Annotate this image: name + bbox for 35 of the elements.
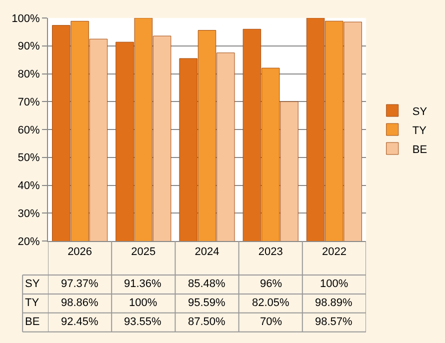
data-label: 100% xyxy=(320,278,348,290)
data-label: 93.55% xyxy=(124,316,162,328)
text: SY xyxy=(25,278,40,290)
data-label: 96% xyxy=(260,278,282,290)
data-label: 91.36% xyxy=(124,278,162,290)
data-label: 98.57% xyxy=(315,316,353,328)
data-label: 98.86% xyxy=(61,297,99,309)
data-label: 98.89% xyxy=(315,297,353,309)
data-label: 97.37% xyxy=(61,278,99,290)
x-tick-label: 2025 xyxy=(131,246,156,258)
data-label: 70% xyxy=(260,316,282,328)
y-tick-label: 80% xyxy=(18,68,40,81)
x-tick-label: 2026 xyxy=(68,246,92,258)
y-tick-label: 50% xyxy=(18,152,40,164)
text: TY xyxy=(25,297,40,309)
y-tick-label: 60% xyxy=(18,124,40,136)
data-label: 92.45% xyxy=(61,316,99,328)
x-tick-label: 2023 xyxy=(258,246,283,258)
y-tick-label: 100% xyxy=(12,12,40,25)
y-tick-label: 40% xyxy=(18,180,40,192)
text: BE xyxy=(25,316,40,328)
x-tick-label: 2024 xyxy=(194,246,220,258)
y-tick-label: 90% xyxy=(18,40,40,53)
legend-label: TY xyxy=(412,124,428,137)
y-tick-label: 70% xyxy=(18,96,40,108)
data-label: 87.50% xyxy=(188,316,226,328)
legend-label: SY xyxy=(412,106,428,118)
y-tick-label: 30% xyxy=(18,208,40,220)
data-label: 85.48% xyxy=(188,278,226,290)
y-tick-label: 20% xyxy=(18,236,40,248)
x-tick-label: 2022 xyxy=(322,246,346,258)
data-label: 95.59% xyxy=(188,297,226,309)
data-label: 82.05% xyxy=(252,297,290,309)
legend-label: BE xyxy=(412,144,428,156)
data-label: 100% xyxy=(129,297,158,309)
